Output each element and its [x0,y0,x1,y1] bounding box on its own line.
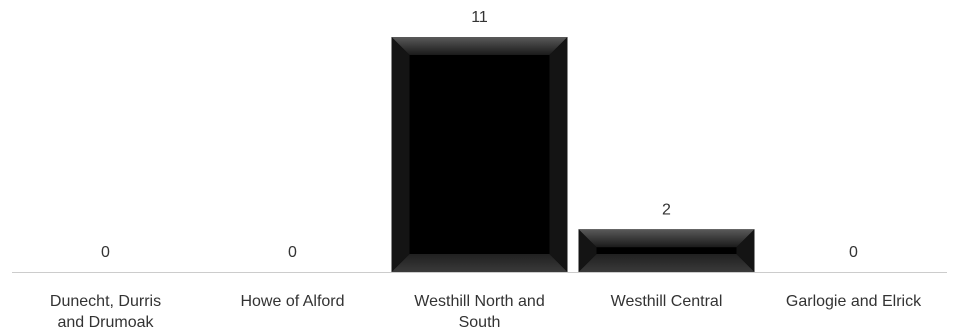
category-label-1: Howe of Alford [240,293,344,310]
category-label-line: South [459,314,501,331]
bar-body-2 [391,37,568,272]
data-label-2: 11 [471,9,488,26]
category-label-line: Howe of Alford [240,293,344,310]
category-label-2: Westhill North and South [414,293,544,331]
category-label-3: Westhill Central [611,293,723,310]
category-label-line: Westhill Central [611,293,723,310]
data-label-1: 0 [288,244,297,261]
category-labels: Dunecht, Durris and Drumoak Howe of Alford… [50,293,922,331]
data-labels: 0 0 11 2 0 [101,9,858,261]
bar-3 [578,229,755,272]
category-label-4: Garlogie and Elrick [786,293,922,310]
bar-bevel-bottom-3 [578,254,755,272]
data-label-4: 0 [849,244,858,261]
data-label-3: 2 [662,201,671,218]
category-label-line: and Drumoak [57,314,154,331]
bar-2 [391,37,568,272]
bar-bevel-top-3 [578,229,755,248]
bar-bevel-right-3 [736,229,755,272]
category-label-line: Garlogie and Elrick [786,293,922,310]
category-label-line: Dunecht, Durris [50,293,161,310]
bars-layer [391,37,755,272]
category-label-line: Westhill North and [414,293,544,310]
bar-bevel-left-2 [391,37,410,272]
bar-bevel-bottom-2 [391,254,568,272]
bar-bevel-left-3 [578,229,597,272]
bar-bevel-right-2 [549,37,568,272]
data-label-0: 0 [101,244,110,261]
category-label-0: Dunecht, Durris and Drumoak [50,293,161,331]
bar-bevel-top-2 [391,37,568,55]
